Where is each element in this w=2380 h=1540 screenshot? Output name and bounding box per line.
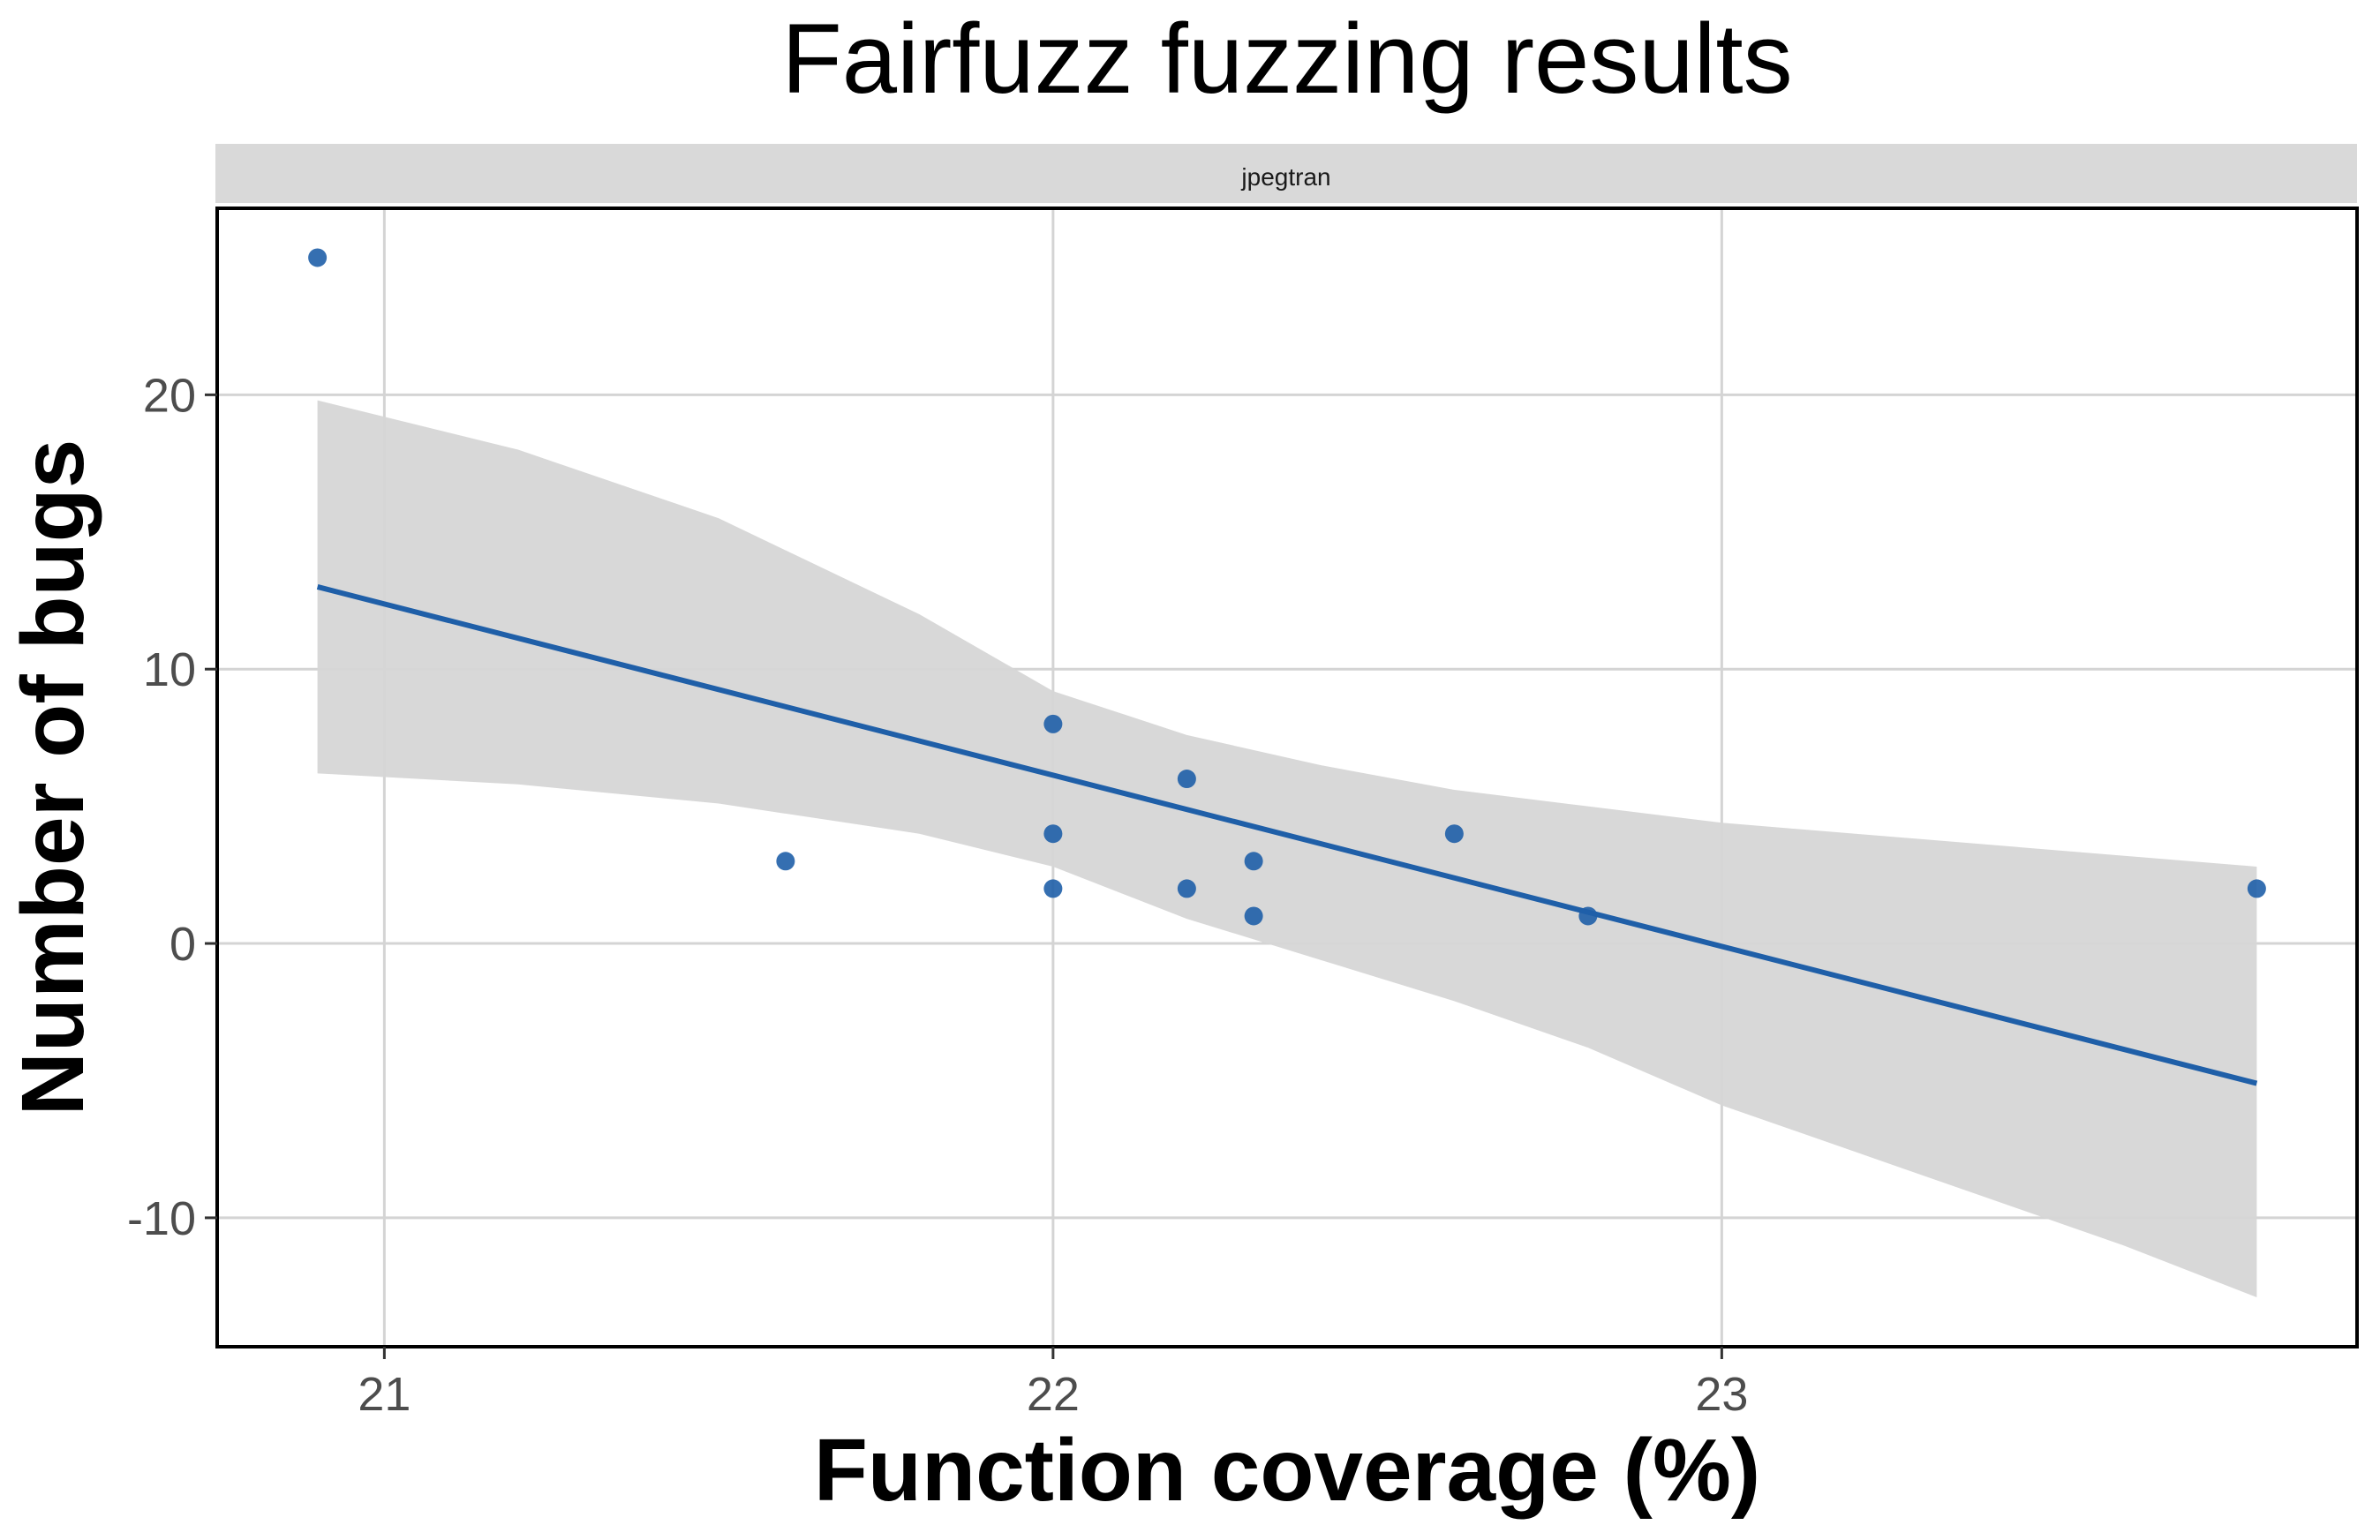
data-point-5 (1177, 770, 1196, 789)
confidence-band (317, 400, 2257, 1298)
data-point-2 (1043, 714, 1063, 733)
facet-label: jpegtran (1240, 163, 1330, 191)
x-axis-label: Function coverage (%) (814, 1421, 1760, 1520)
x-tick-label-0: 21 (358, 1368, 410, 1421)
data-point-6 (1177, 879, 1196, 898)
data-point-9 (1444, 824, 1464, 844)
regression-line (316, 584, 2258, 1086)
data-point-8 (1244, 906, 1263, 926)
y-tick-label-1: 0 (169, 918, 196, 971)
x-axis-ticks: 21 22 23 (358, 1347, 1748, 1421)
data-points-layer (308, 248, 2266, 926)
data-point-4 (1043, 879, 1063, 898)
fit-line-layer (316, 584, 2258, 1086)
y-tick-label-3: 20 (143, 369, 196, 422)
confidence-band-layer (317, 400, 2257, 1298)
data-point-11 (2247, 879, 2266, 898)
y-axis-label: Number of bugs (4, 439, 102, 1116)
y-tick-label-0: -10 (127, 1192, 196, 1245)
chart-title: Fairfuzz fuzzing results (781, 4, 1792, 114)
x-tick-label-1: 22 (1027, 1368, 1080, 1421)
plot-border (215, 207, 2359, 1348)
data-point-10 (1578, 906, 1598, 926)
x-tick-label-2: 23 (1695, 1368, 1748, 1421)
data-point-3 (1043, 824, 1063, 844)
facet-strip (215, 144, 2357, 203)
data-point-7 (1244, 852, 1263, 871)
data-point-0 (308, 248, 328, 267)
data-point-1 (776, 852, 795, 871)
y-tick-label-2: 10 (143, 643, 196, 696)
y-axis-ticks: -10 0 10 20 (127, 369, 217, 1245)
